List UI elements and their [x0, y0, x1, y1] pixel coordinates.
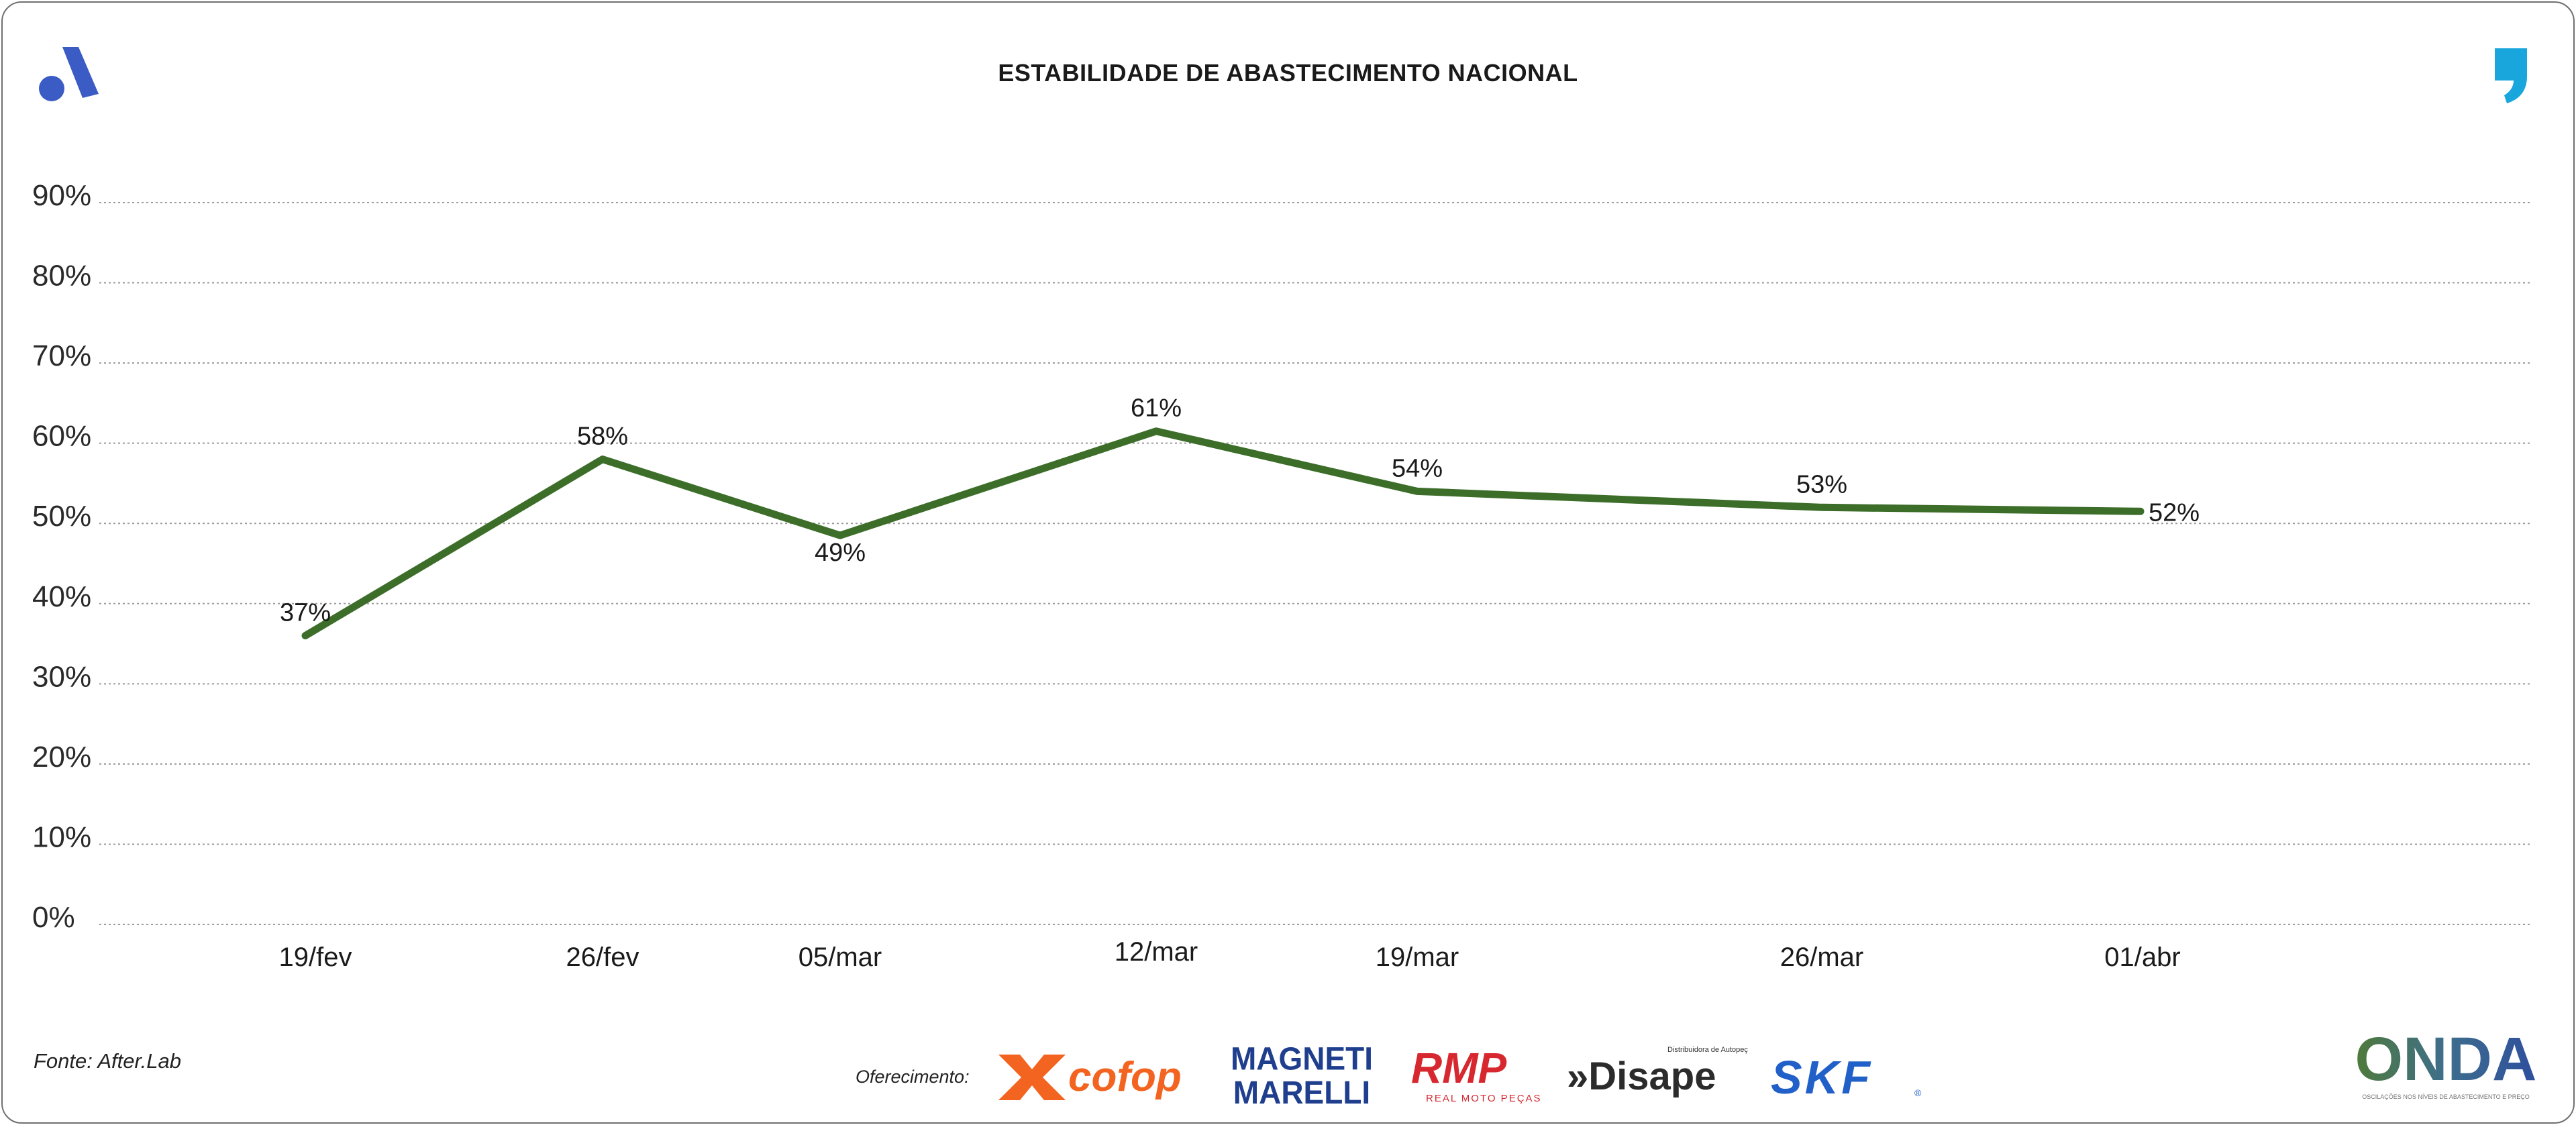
data-label: 58% — [577, 423, 628, 451]
chart-title: ESTABILIDADE DE ABASTECIMENTO NACIONAL — [998, 59, 1578, 87]
svg-text:ONDA: ONDA — [2355, 1025, 2537, 1093]
x-tick-label: 05/mar — [798, 943, 882, 972]
svg-text:®: ® — [1914, 1087, 1922, 1098]
x-axis-ticks: 19/fev 26/fev 05/mar 12/mar 19/mar 26/mar 01/a… — [279, 937, 2181, 972]
y-tick-label: 80% — [32, 260, 91, 292]
skf-logo: SKF ® — [1771, 1051, 1922, 1104]
comma-quote-icon — [2495, 48, 2527, 103]
svg-text:RMP: RMP — [1411, 1044, 1507, 1092]
y-tick-label: 90% — [32, 179, 91, 212]
sponsor-label: Oferecimento: — [856, 1067, 970, 1087]
y-tick-label: 60% — [32, 420, 91, 453]
x-tick-label: 26/fev — [566, 943, 639, 972]
data-label: 53% — [1796, 470, 1847, 498]
data-label: 49% — [815, 539, 866, 567]
cofop-logo: cofop — [998, 1054, 1182, 1100]
data-label: 52% — [2149, 498, 2200, 527]
y-tick-label: 0% — [32, 901, 75, 934]
grid-lines — [99, 202, 2530, 925]
x-tick-label: 19/fev — [279, 943, 352, 972]
x-tick-label: 12/mar — [1115, 937, 1198, 967]
svg-text:MARELLI: MARELLI — [1233, 1074, 1370, 1108]
magneti-marelli-logo: MAGNETI MARELLI — [1231, 1040, 1372, 1108]
x-tick-label: 19/mar — [1376, 943, 1459, 972]
svg-text:MAGNETI: MAGNETI — [1231, 1040, 1372, 1076]
svg-text:REAL MOTO PEÇAS: REAL MOTO PEÇAS — [1426, 1093, 1542, 1104]
data-label: 54% — [1392, 454, 1443, 482]
stylized-a-logo-icon — [39, 47, 99, 101]
y-tick-label: 40% — [32, 580, 91, 613]
y-tick-label: 70% — [32, 339, 91, 372]
x-tick-label: 26/mar — [1780, 943, 1864, 972]
svg-text:OSCILAÇÕES NOS NÍVEIS DE ABAST: OSCILAÇÕES NOS NÍVEIS DE ABASTECIMENTO E… — [2362, 1093, 2529, 1100]
series-line — [301, 427, 2145, 640]
source-note: Fonte: After.Lab — [34, 1049, 181, 1073]
svg-text:SKF: SKF — [1771, 1051, 1873, 1104]
y-tick-label: 10% — [32, 820, 91, 853]
y-tick-label: 50% — [32, 500, 91, 533]
data-label: 37% — [280, 599, 331, 627]
cofop-logo-text: cofop — [1068, 1054, 1182, 1100]
svg-text:Distribuidora de Autopeças: Distribuidora de Autopeças — [1667, 1046, 1748, 1054]
disape-logo: Distribuidora de Autopeças »Disape — [1567, 1046, 1748, 1098]
y-axis-ticks: 0% 10% 20% 30% 40% 50% 60% 70% 80% 90% — [32, 179, 91, 934]
rmp-logo: RMP REAL MOTO PEÇAS — [1411, 1044, 1542, 1104]
y-tick-label: 30% — [32, 660, 91, 693]
y-tick-label: 20% — [32, 741, 91, 773]
data-labels: 37% 58% 49% 61% 54% 53% 52% — [280, 394, 2200, 627]
data-label: 61% — [1131, 394, 1182, 423]
x-tick-label: 01/abr — [2104, 943, 2180, 972]
svg-text:»Disape: »Disape — [1567, 1055, 1716, 1098]
onda-logo: ONDA OSCILAÇÕES NOS NÍVEIS DE ABASTECIME… — [2355, 1025, 2537, 1100]
